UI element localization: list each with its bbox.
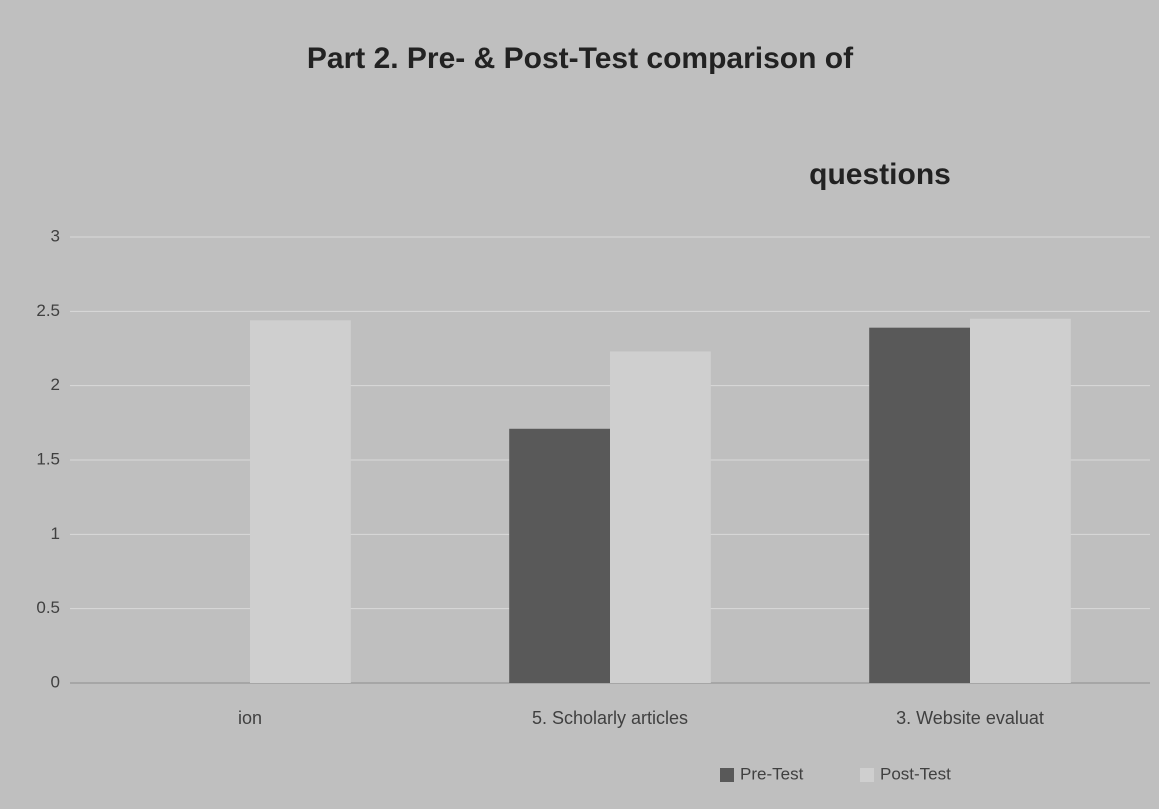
y-tick-label: 2.5 <box>36 301 60 320</box>
bar <box>869 328 970 683</box>
y-tick-label: 1.5 <box>36 449 60 468</box>
bar <box>610 351 711 683</box>
chart-title: Part 2. Pre- & Post-Test comparison of <box>307 42 854 75</box>
y-tick-label: 3 <box>51 226 60 245</box>
y-tick-label: 1 <box>51 524 60 543</box>
bar <box>250 320 351 683</box>
chart-title: questions <box>809 158 951 191</box>
legend-swatch <box>720 768 734 782</box>
page: {"chart_data": {"type": "bar", "title": … <box>0 0 1159 809</box>
y-tick-label: 2 <box>51 375 60 394</box>
x-tick-label: ion <box>238 708 262 728</box>
legend-label: Post-Test <box>880 764 951 783</box>
chart: Part 2. Pre- & Post-Test comparison of q… <box>0 0 1159 809</box>
y-tick-label: 0 <box>51 672 60 691</box>
bar <box>970 319 1071 683</box>
x-tick-label: 3. Website evaluat <box>896 708 1044 728</box>
bar <box>509 429 610 683</box>
y-tick-label: 0.5 <box>36 598 60 617</box>
legend-swatch <box>860 768 874 782</box>
legend-label: Pre-Test <box>740 764 804 783</box>
x-tick-label: 5. Scholarly articles <box>532 708 688 728</box>
